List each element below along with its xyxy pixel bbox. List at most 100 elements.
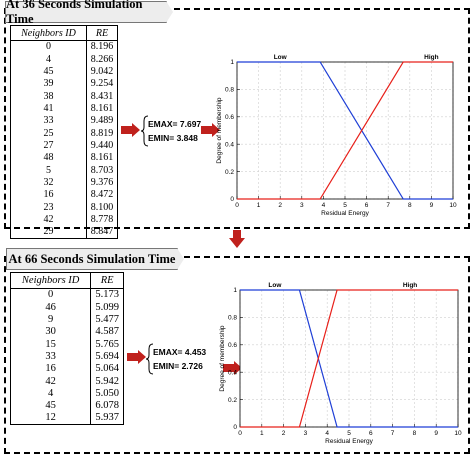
x-tick-label: 6: [369, 430, 373, 437]
arrow-table-to-emax-66s: [127, 350, 146, 364]
x-tick-label: 0: [235, 202, 239, 209]
table-row: 15 5.765: [9, 337, 124, 351]
neighbor-id-cell: 15: [9, 337, 92, 351]
emin-label-66s: EMIN= 2.726: [153, 361, 203, 371]
neighbor-id-cell: 33: [9, 114, 88, 127]
table-row: 16 8.472: [9, 188, 118, 201]
re-cell: 4.587: [90, 325, 124, 338]
re-cell: 9.042: [86, 65, 118, 78]
neighbor-id-cell: 25: [9, 126, 88, 140]
x-tick-label: 1: [257, 202, 261, 209]
table-row: 39 9.254: [9, 77, 118, 90]
y-tick-label: 0.4: [225, 141, 234, 148]
emax-label-36s: EMAX= 7.697: [148, 119, 202, 129]
x-tick-label: 4: [325, 430, 329, 437]
neighbor-id-cell: 9: [9, 313, 92, 326]
y-tick-label: 0.8: [228, 315, 237, 322]
table-row: 32 9.376: [9, 176, 118, 189]
high-membership-line: [237, 61, 453, 200]
col-header-neighbors-id: Neighbors ID: [9, 272, 92, 289]
emax-label-66s: EMAX= 4.453: [153, 347, 207, 357]
y-axis-label: Degree of membership: [216, 97, 223, 163]
neighbor-id-cell: 4: [9, 52, 88, 66]
neighbor-id-cell: 12: [9, 411, 92, 425]
re-cell: 5.694: [90, 350, 124, 363]
table-row: 42 5.942: [9, 374, 124, 388]
table-row: 41 8.161: [9, 102, 118, 115]
y-tick-label: 1: [230, 59, 234, 66]
x-axis-label: Residual Energy: [321, 210, 369, 217]
neighbor-id-cell: 32: [9, 176, 88, 189]
re-cell: 9.376: [86, 176, 118, 189]
high-membership-line: [240, 289, 458, 428]
re-cell: 5.765: [90, 337, 124, 351]
re-cell: 9.254: [86, 77, 118, 90]
col-header-re: RE: [86, 25, 118, 41]
x-tick-label: 1: [260, 430, 264, 437]
table-row: 25 8.819: [9, 126, 118, 140]
y-tick-label: 0.2: [225, 169, 234, 176]
y-tick-label: 0.8: [225, 87, 234, 94]
arrow-panel-to-panel: [229, 230, 245, 248]
re-cell: 5.099: [90, 300, 124, 314]
table-row: 27 9.440: [9, 139, 118, 152]
neighbor-id-cell: 45: [9, 65, 88, 78]
high-annotation: High: [403, 282, 417, 289]
x-tick-label: 2: [282, 430, 286, 437]
x-tick-label: 7: [386, 202, 390, 209]
neighbor-id-cell: 5: [9, 163, 88, 177]
table-row: 45 9.042: [9, 65, 118, 78]
y-tick-label: 0.6: [228, 342, 237, 349]
neighbor-id-cell: 27: [9, 139, 88, 152]
neighbor-table-66s: Neighbors ID RE 0 5.173 46 5.099 9 5.477 30 4.5…: [9, 272, 124, 425]
neighbor-id-cell: 39: [9, 77, 88, 90]
y-tick-label: 0.6: [225, 114, 234, 121]
table-row: 4 5.050: [9, 387, 124, 400]
y-axis-label: Degree of membership: [219, 325, 226, 391]
table-row: 0 8.196: [9, 40, 118, 53]
table-row: 23 8.100: [9, 200, 118, 214]
neighbor-id-cell: 30: [9, 325, 92, 338]
re-cell: 5.942: [90, 374, 124, 388]
table-row: 48 8.161: [9, 151, 118, 164]
table-row: 42 8.778: [9, 213, 118, 226]
neighbor-id-cell: 38: [9, 89, 88, 103]
x-tick-label: 4: [322, 202, 326, 209]
neighbor-id-cell: 45: [9, 399, 92, 412]
neighbor-id-cell: 16: [9, 188, 88, 201]
re-cell: 8.100: [86, 200, 118, 214]
col-header-re: RE: [90, 272, 124, 289]
y-tick-label: 1: [233, 287, 237, 294]
neighbor-id-cell: 0: [9, 288, 92, 301]
re-cell: 5.050: [90, 387, 124, 400]
panel-36s: [4, 8, 470, 229]
table-row: 0 5.173: [9, 288, 124, 301]
table-row: 38 8.431: [9, 89, 118, 103]
x-tick-label: 3: [300, 202, 304, 209]
re-cell: 8.472: [86, 188, 118, 201]
plot-frame: [236, 61, 454, 200]
x-tick-label: 5: [347, 430, 351, 437]
table-row: 5 8.703: [9, 163, 118, 177]
re-cell: 8.161: [86, 102, 118, 115]
x-tick-label: 3: [304, 430, 308, 437]
re-cell: 5.173: [90, 288, 124, 301]
table-row: 33 9.489: [9, 114, 118, 127]
x-tick-label: 2: [278, 202, 282, 209]
emin-label-36s: EMIN= 3.848: [148, 133, 198, 143]
table-row: 29 8.847: [9, 225, 118, 239]
y-tick-label: 0: [233, 424, 237, 431]
brace-36s: [141, 115, 149, 147]
arrow-table-to-emax-36s: [121, 123, 140, 137]
re-cell: 8.161: [86, 151, 118, 164]
table-row: 30 4.587: [9, 325, 124, 338]
re-cell: 5.064: [90, 362, 124, 375]
table-row: 45 6.078: [9, 399, 124, 412]
neighbor-table-36s: Neighbors ID RE 0 8.196 4 8.266 45 9.042 39 9.2…: [9, 25, 118, 239]
x-tick-label: 8: [408, 202, 412, 209]
panel-title-66s: At 66 Seconds Simulation Time: [6, 248, 184, 270]
re-cell: 8.196: [86, 40, 118, 53]
membership-chart-66s: 0 1 2 3 4 5 6 7 8 9 10 0 0.2 0.4 0.6 0.8 1 Low High Residua…: [219, 282, 462, 445]
re-cell: 9.440: [86, 139, 118, 152]
neighbor-id-cell: 42: [9, 374, 92, 388]
